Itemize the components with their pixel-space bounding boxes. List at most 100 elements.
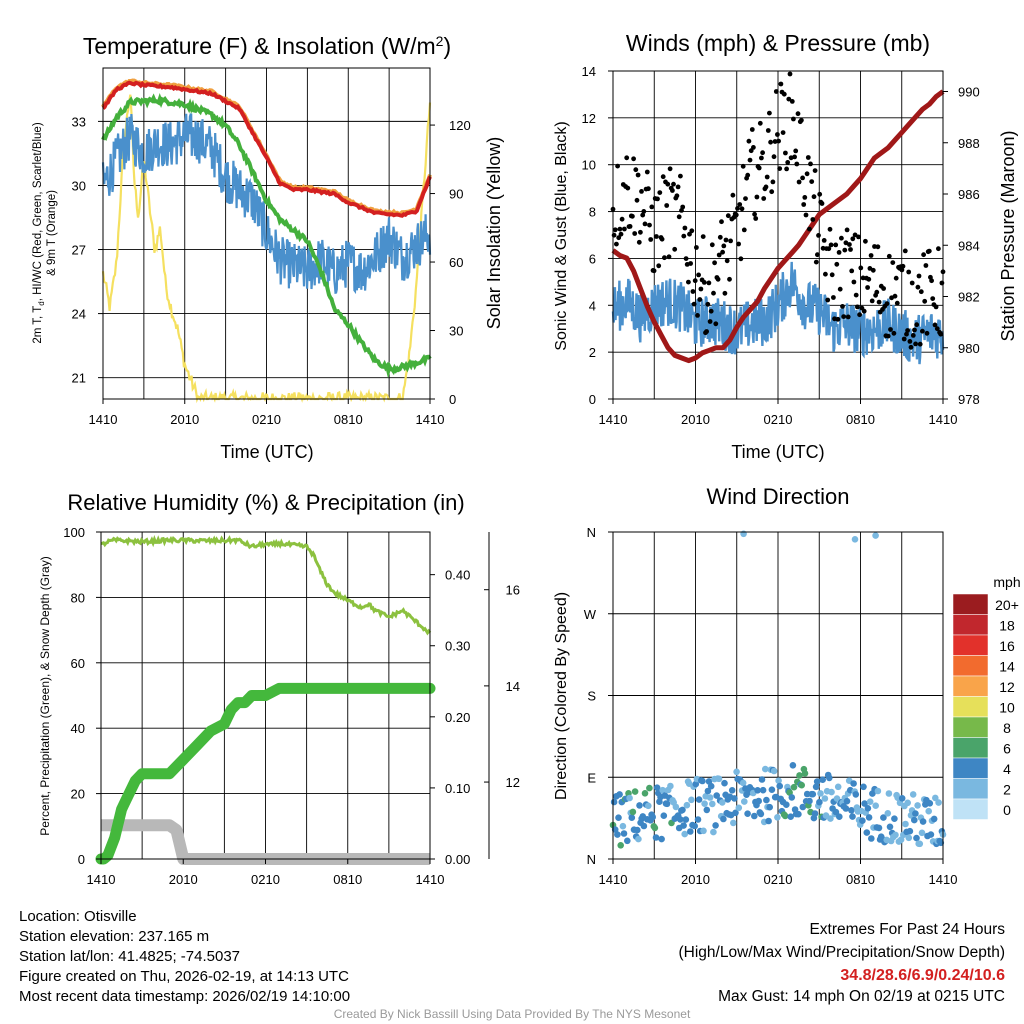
direction-point <box>859 817 866 824</box>
direction-point <box>740 530 747 538</box>
legend-label: 20+ <box>995 597 1019 613</box>
gust-point <box>670 188 675 193</box>
gust-point <box>708 308 714 314</box>
gust-point <box>754 194 760 200</box>
direction-point <box>874 787 882 795</box>
direction-point <box>721 779 728 787</box>
gust-point <box>636 239 642 245</box>
winds-x-axis-label: Time (UTC) <box>731 442 824 462</box>
gust-point <box>665 181 671 187</box>
direction-ytick-label: W <box>584 607 597 622</box>
gust-point <box>717 234 723 240</box>
gust-point <box>627 224 633 229</box>
gust-point <box>659 236 665 242</box>
gust-point <box>856 234 861 240</box>
gust-point <box>743 196 748 202</box>
humidity-ytick-label: 40 <box>71 721 85 736</box>
gust-point <box>881 286 886 291</box>
direction-point <box>833 795 841 802</box>
direction-point <box>645 802 652 810</box>
precip-ytick-label: 0.10 <box>445 781 470 796</box>
direction-point <box>688 796 695 804</box>
gust-point <box>733 212 739 218</box>
gust-point <box>792 154 797 160</box>
direction-point <box>892 831 899 839</box>
gust-point <box>835 316 841 322</box>
gust-point <box>851 279 857 285</box>
gust-point <box>768 139 773 145</box>
gust-point <box>655 196 660 202</box>
winds-panel-title: Winds (mph) & Pressure (mb) <box>626 30 930 56</box>
direction-point <box>850 780 857 787</box>
gust-point <box>783 150 788 156</box>
gust-point <box>635 172 641 178</box>
gust-point <box>761 196 767 201</box>
gust-point <box>701 280 707 285</box>
direction-xtick-label: 1410 <box>599 872 628 887</box>
direction-point <box>755 797 762 805</box>
gust-point <box>671 181 676 187</box>
humidity-ytick-label: 0 <box>78 852 85 867</box>
gust-point <box>848 247 853 252</box>
humidity-xtick-label: 1410 <box>416 872 445 887</box>
direction-point <box>694 816 702 823</box>
direction-point <box>866 798 874 805</box>
direction-point <box>615 814 622 821</box>
gust-point <box>723 237 729 243</box>
gust-point <box>690 289 696 294</box>
pressure-ytick-label: 990 <box>958 85 980 100</box>
gust-point <box>687 231 692 237</box>
direction-point <box>701 800 708 807</box>
legend-swatch <box>952 778 989 800</box>
gust-point <box>921 252 926 258</box>
gust-point <box>791 116 796 122</box>
gust-point <box>712 260 717 266</box>
gust-point <box>624 155 630 161</box>
gust-point <box>786 96 792 102</box>
direction-point <box>927 831 935 838</box>
gust-point <box>775 132 780 137</box>
gust-point <box>622 226 627 232</box>
direction-point <box>919 818 927 825</box>
gust-point <box>625 185 631 191</box>
gust-point <box>641 209 647 214</box>
gust-point <box>700 234 706 240</box>
direction-point <box>937 839 945 847</box>
direction-point <box>719 799 726 806</box>
direction-point <box>872 802 879 809</box>
gust-point <box>799 117 804 123</box>
wind-ytick-label: 2 <box>589 345 596 360</box>
speed-color-legend: mph 20+ 18 16 14 12 10 8 6 4 2 0 <box>952 574 1021 820</box>
direction-point <box>811 810 819 817</box>
direction-point <box>641 790 649 797</box>
direction-point <box>783 801 790 808</box>
gust-point <box>909 280 915 286</box>
direction-point <box>909 791 917 798</box>
direction-point <box>768 786 776 793</box>
gust-point <box>680 204 686 210</box>
gust-point <box>716 252 722 258</box>
direction-point <box>703 806 711 814</box>
gust-point <box>929 278 934 284</box>
direction-point <box>801 770 809 777</box>
direction-xtick-label: 1410 <box>929 872 958 887</box>
direction-point <box>710 828 717 836</box>
gust-point <box>868 253 874 258</box>
pressure-ytick-label: 988 <box>958 136 980 151</box>
direction-point <box>880 814 887 821</box>
gust-point <box>747 157 753 163</box>
temp-panel-title: Temperature (F) & Insolation (W/m2) <box>83 33 451 59</box>
legend-label: 6 <box>1003 741 1011 757</box>
gust-point <box>760 150 765 156</box>
direction-point <box>713 792 720 799</box>
gust-point <box>939 280 945 286</box>
gust-point <box>633 167 639 173</box>
insolation-ytick-label: 60 <box>449 255 463 270</box>
gust-point <box>914 322 920 328</box>
direction-xtick-label: 2010 <box>681 872 710 887</box>
direction-point <box>682 816 690 823</box>
direction-point <box>765 817 772 825</box>
gust-point <box>691 301 697 307</box>
direction-point <box>672 803 680 811</box>
gust-point <box>660 174 666 180</box>
